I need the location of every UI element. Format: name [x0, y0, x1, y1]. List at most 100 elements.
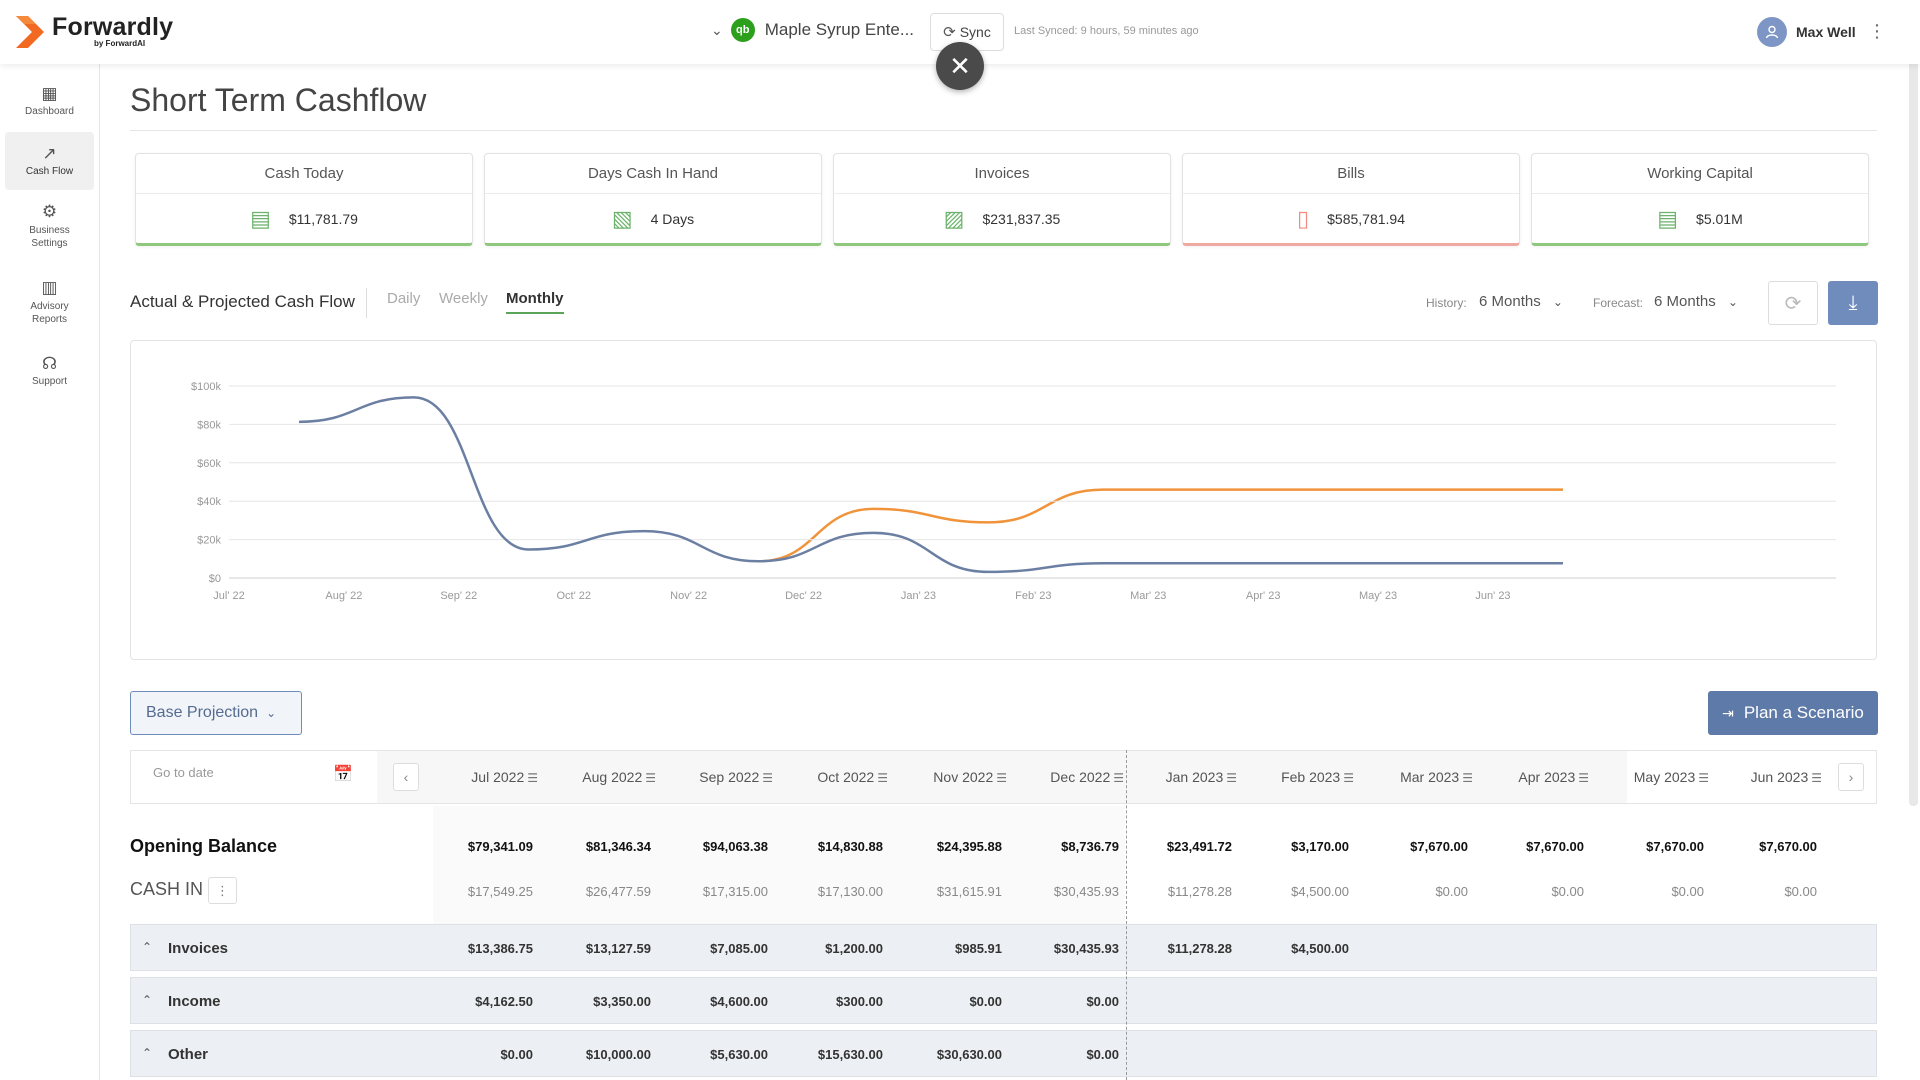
card-title: Bills [1183, 154, 1519, 194]
tab-daily[interactable]: Daily [387, 290, 421, 307]
tab-weekly[interactable]: Weekly [439, 290, 488, 307]
page-scrollbar[interactable] [1909, 0, 1918, 806]
sort-list-icon[interactable]: ☰ [762, 771, 773, 785]
avatar [1757, 17, 1787, 47]
month-header[interactable]: Nov 2022 ☰ [897, 769, 1007, 785]
x-tick-label: Aug' 22 [325, 590, 362, 602]
sidebar-item-advisory-reports[interactable]: ▥ Advisory Reports [5, 278, 94, 332]
sort-list-icon[interactable]: ☰ [1113, 771, 1124, 785]
sort-list-icon[interactable]: ☰ [645, 771, 656, 785]
month-label: May 2023 [1633, 769, 1696, 785]
sidebar-item-label: Dashboard [25, 106, 74, 117]
sort-list-icon[interactable]: ☰ [1811, 771, 1822, 785]
month-header[interactable]: Dec 2022 ☰ [1014, 769, 1124, 785]
group-value-cell: $0.00 [500, 1047, 533, 1062]
next-arrow-button[interactable]: › [1838, 763, 1864, 791]
sort-list-icon[interactable]: ☰ [1462, 771, 1473, 785]
month-header[interactable]: Jan 2023 ☰ [1127, 769, 1237, 785]
sort-list-icon[interactable]: ☰ [1698, 771, 1709, 785]
forecast-select[interactable]: 6 Months ⌄ [1654, 293, 1738, 310]
card-invoices[interactable]: Invoices ▨ $231,837.35 [833, 153, 1171, 246]
x-tick-label: Jun' 23 [1475, 590, 1510, 602]
trend-arrow-icon: ↗ [42, 144, 57, 163]
card-cash-today[interactable]: Cash Today ▤ $11,781.79 [135, 153, 473, 246]
page-title: Short Term Cashflow [130, 82, 427, 118]
group-value-cell: $4,162.50 [475, 994, 533, 1009]
month-header[interactable]: Feb 2023 ☰ [1244, 769, 1354, 785]
base-projection-select[interactable]: Base Projection ⌄ [130, 691, 302, 735]
organization-name: Maple Syrup Ente... [764, 20, 915, 39]
month-header[interactable]: Jul 2022 ☰ [428, 769, 538, 785]
chevron-up-icon[interactable]: ⌃ [142, 1046, 153, 1060]
month-header[interactable]: Jun 2023 ☰ [1712, 769, 1822, 785]
sidebar-item-label: Support [31, 376, 68, 387]
month-header[interactable]: Aug 2022 ☰ [546, 769, 656, 785]
more-options-icon[interactable]: ⋮ [1868, 21, 1886, 41]
sidebar-item-cash-flow[interactable]: ↗ Cash Flow [5, 132, 94, 190]
history-select[interactable]: 6 Months ⌄ [1479, 293, 1563, 310]
group-row-other[interactable]: ⌃ Other [130, 1030, 1877, 1077]
card-title: Cash Today [136, 154, 472, 194]
group-value-cell: $0.00 [969, 994, 1002, 1009]
table-header: Go to date 📅 ‹ › Jul 2022 ☰ Aug 2022 ☰ Sep 2… [130, 750, 1877, 804]
card-value: $11,781.79 [288, 211, 358, 227]
month-header[interactable]: May 2023 ☰ [1599, 769, 1709, 785]
group-row-invoices[interactable]: ⌃ Invoices [130, 924, 1877, 971]
sidebar-item-business-settings[interactable]: ⚙ Business Settings [5, 202, 94, 256]
gear-icon: ⚙ [41, 202, 58, 221]
sidebar-item-support[interactable]: ☊ Support [5, 354, 94, 394]
group-label: Income [168, 993, 221, 1010]
chevron-right-icon: › [1848, 769, 1854, 785]
cash-in-menu-button[interactable]: ⋮ [208, 877, 237, 904]
sort-list-icon[interactable]: ☰ [877, 771, 888, 785]
sidebar-item-label: Advisory Reports [30, 301, 69, 325]
y-tick-label: $20k [197, 535, 221, 547]
plan-scenario-button[interactable]: ⇥ Plan a Scenario [1708, 691, 1878, 735]
prev-arrow-button[interactable]: ‹ [393, 763, 419, 791]
card-bills[interactable]: Bills ▯ $585,781.94 [1182, 153, 1520, 246]
chevron-up-icon[interactable]: ⌃ [142, 993, 153, 1007]
group-label: Invoices [168, 940, 229, 957]
group-value-cell: $3,350.00 [593, 994, 651, 1009]
download-button[interactable]: ⤓ [1828, 281, 1878, 325]
month-header[interactable]: Apr 2023 ☰ [1479, 769, 1589, 785]
opening-balance-cell: $94,063.38 [702, 839, 768, 854]
sort-list-icon[interactable]: ☰ [527, 771, 538, 785]
chevron-down-icon: ⌄ [711, 21, 723, 38]
card-working-capital[interactable]: Working Capital ▤ $5.01M [1531, 153, 1869, 246]
opening-balance-label: Opening Balance [130, 836, 278, 856]
go-to-date-input[interactable]: Go to date [153, 765, 214, 780]
organization-selector[interactable]: ⌄ qb Maple Syrup Ente... [711, 18, 914, 42]
group-value-cell: $11,278.28 [1167, 941, 1232, 956]
month-header[interactable]: Oct 2022 ☰ [778, 769, 888, 785]
card-days-cash-in-hand[interactable]: Days Cash In Hand ▧ 4 Days [484, 153, 822, 246]
group-row-income[interactable]: ⌃ Income [130, 977, 1877, 1024]
month-header[interactable]: Mar 2023 ☰ [1363, 769, 1473, 785]
group-value-cell: $15,630.00 [817, 1047, 883, 1062]
sidebar-item-dashboard[interactable]: ▦ Dashboard [5, 82, 94, 128]
month-label: Nov 2022 [933, 769, 994, 785]
sort-list-icon[interactable]: ☰ [1343, 771, 1354, 785]
user-menu[interactable]: Max Well [1757, 17, 1856, 47]
opening-balance-cell: $7,670.00 [1410, 839, 1468, 854]
dashboard-icon: ▦ [41, 84, 58, 103]
invoice-cash-icon: ▨ [943, 206, 965, 231]
plan-scenario-label: Plan a Scenario [1743, 703, 1864, 722]
refresh-button[interactable]: ⟳ [1768, 281, 1818, 325]
opening-balance-cell: $7,670.00 [1646, 839, 1704, 854]
x-tick-label: Oct' 22 [556, 590, 591, 602]
calendar-icon[interactable]: 📅 [333, 766, 353, 783]
opening-balance-cell: $3,170.00 [1291, 839, 1349, 854]
sort-list-icon[interactable]: ☰ [1578, 771, 1589, 785]
month-label: Apr 2023 [1518, 769, 1576, 785]
brand-logo[interactable]: Forwardly by ForwardAI [14, 14, 173, 50]
month-header[interactable]: Sep 2022 ☰ [663, 769, 773, 785]
tab-monthly[interactable]: Monthly [506, 290, 564, 314]
chevron-up-icon[interactable]: ⌃ [142, 940, 153, 954]
cash-in-cell: $0.00 [1784, 884, 1817, 899]
close-button[interactable]: ✕ [936, 42, 984, 90]
group-value-cell: $7,085.00 [710, 941, 768, 956]
headset-icon: ☊ [41, 354, 58, 373]
sort-list-icon[interactable]: ☰ [996, 771, 1007, 785]
sort-list-icon[interactable]: ☰ [1226, 771, 1237, 785]
